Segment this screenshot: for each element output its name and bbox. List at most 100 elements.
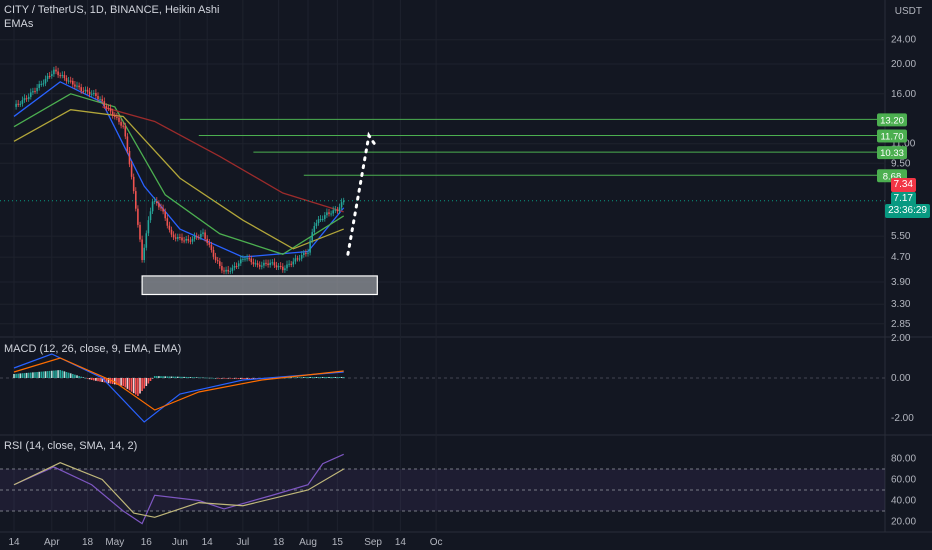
candle-body	[48, 75, 51, 77]
candle-body	[65, 78, 68, 82]
candle-body	[267, 263, 269, 265]
macd-histogram-bar	[99, 378, 101, 382]
candle-body	[208, 242, 211, 245]
candle-body	[63, 75, 66, 79]
macd-histogram-bar	[225, 378, 227, 379]
y-tick-label: 16.00	[891, 89, 916, 100]
macd-histogram-bar	[233, 378, 236, 379]
candle-body	[46, 75, 49, 80]
candle-body	[258, 264, 261, 267]
candle-body	[164, 211, 166, 219]
macd-histogram-bar	[143, 378, 145, 389]
macd-histogram-bar	[130, 378, 133, 392]
macd-histogram-bar	[135, 378, 137, 395]
candle-body	[307, 252, 309, 254]
candle-body	[189, 240, 192, 242]
candle-body	[233, 266, 236, 268]
macd-histogram-bar	[170, 376, 173, 378]
candle-body	[193, 236, 196, 239]
macd-histogram-bar	[240, 378, 242, 379]
candle-body	[128, 150, 131, 165]
macd-y-tick-label: 2.00	[891, 333, 911, 344]
candle-body	[252, 262, 255, 265]
macd-histogram-bar	[59, 370, 61, 378]
candle-body	[244, 258, 246, 260]
candle-body	[237, 263, 240, 267]
candle-body	[185, 238, 187, 241]
candle-body	[151, 201, 154, 212]
macd-legend[interactable]: MACD (12, 26, close, 9, EMA, EMA)	[4, 343, 182, 355]
currency-label: USDT	[894, 6, 922, 17]
candle-body	[223, 270, 225, 272]
macd-histogram-bar	[305, 377, 307, 378]
candle-body	[261, 265, 263, 267]
macd-histogram-bar	[51, 370, 53, 378]
macd-histogram-bar	[84, 378, 87, 379]
rsi-legend[interactable]: RSI (14, close, SMA, 14, 2)	[4, 440, 138, 452]
macd-histogram-bar	[145, 378, 148, 386]
macd-histogram-bar	[122, 378, 124, 386]
macd-histogram-bar	[242, 378, 244, 379]
candle-body	[86, 89, 89, 92]
y-tick-label: 3.90	[891, 277, 911, 288]
x-tick-label: 18	[273, 537, 285, 548]
last-price-tag: 7.34	[890, 178, 916, 192]
ema-legend[interactable]: EMAs	[4, 18, 34, 30]
macd-histogram-bar	[128, 378, 131, 391]
candle-body	[78, 85, 80, 88]
candle-body	[109, 108, 112, 112]
candle-body	[84, 89, 87, 92]
candle-body	[248, 258, 250, 260]
macd-histogram-bar	[248, 378, 250, 379]
rsi-y-tick-label: 80.00	[891, 454, 916, 465]
x-tick-label: Aug	[299, 537, 317, 548]
macd-histogram-bar	[80, 376, 82, 378]
candle-body	[114, 115, 116, 117]
candle-body	[97, 95, 99, 100]
macd-histogram-bar	[160, 376, 162, 378]
candle-body	[204, 232, 206, 239]
candle-body	[225, 269, 227, 272]
macd-histogram-bar	[326, 377, 328, 378]
candle-body	[235, 266, 238, 268]
symbol-legend[interactable]: CITY / TetherUS, 1D, BINANCE, Heikin Ash…	[4, 4, 220, 16]
macd-histogram-bar	[313, 377, 316, 378]
macd-histogram-bar	[13, 374, 15, 378]
candle-body	[317, 219, 320, 224]
rsi-y-tick-label: 20.00	[891, 517, 916, 528]
candle-body	[229, 270, 232, 272]
macd-histogram-bar	[250, 378, 253, 379]
candle-body	[254, 263, 257, 265]
candle-body	[342, 200, 345, 203]
candle-body	[288, 263, 290, 265]
macd-histogram-bar	[200, 377, 202, 379]
y-tick-label: 4.70	[891, 252, 911, 263]
macd-histogram-bar	[166, 376, 169, 378]
macd-histogram-bar	[44, 371, 47, 378]
macd-histogram-bar	[288, 377, 290, 379]
macd-histogram-bar	[19, 373, 22, 378]
candle-body	[183, 240, 185, 242]
candle-body	[27, 96, 30, 100]
x-tick-label: Jun	[172, 537, 188, 548]
level-tag-label: 10.33	[880, 148, 904, 159]
macd-histogram-bar	[216, 378, 219, 379]
candle-body	[143, 247, 145, 260]
macd-histogram-bar	[303, 377, 305, 378]
macd-histogram-bar	[317, 377, 320, 378]
macd-histogram-bar	[191, 377, 194, 378]
macd-histogram-bar	[324, 377, 326, 378]
candle-body	[181, 237, 183, 241]
candle-body	[191, 238, 194, 242]
candle-body	[202, 232, 204, 234]
macd-histogram-bar	[330, 377, 332, 378]
macd-histogram-bar	[97, 378, 99, 382]
macd-y-tick-label: 0.00	[891, 373, 911, 384]
y-tick-label: 24.00	[891, 35, 916, 46]
candle-body	[212, 249, 215, 257]
rsi-line	[13, 453, 344, 525]
macd-histogram-bar	[30, 372, 32, 378]
candle-body	[210, 244, 213, 250]
candle-body	[334, 209, 337, 211]
